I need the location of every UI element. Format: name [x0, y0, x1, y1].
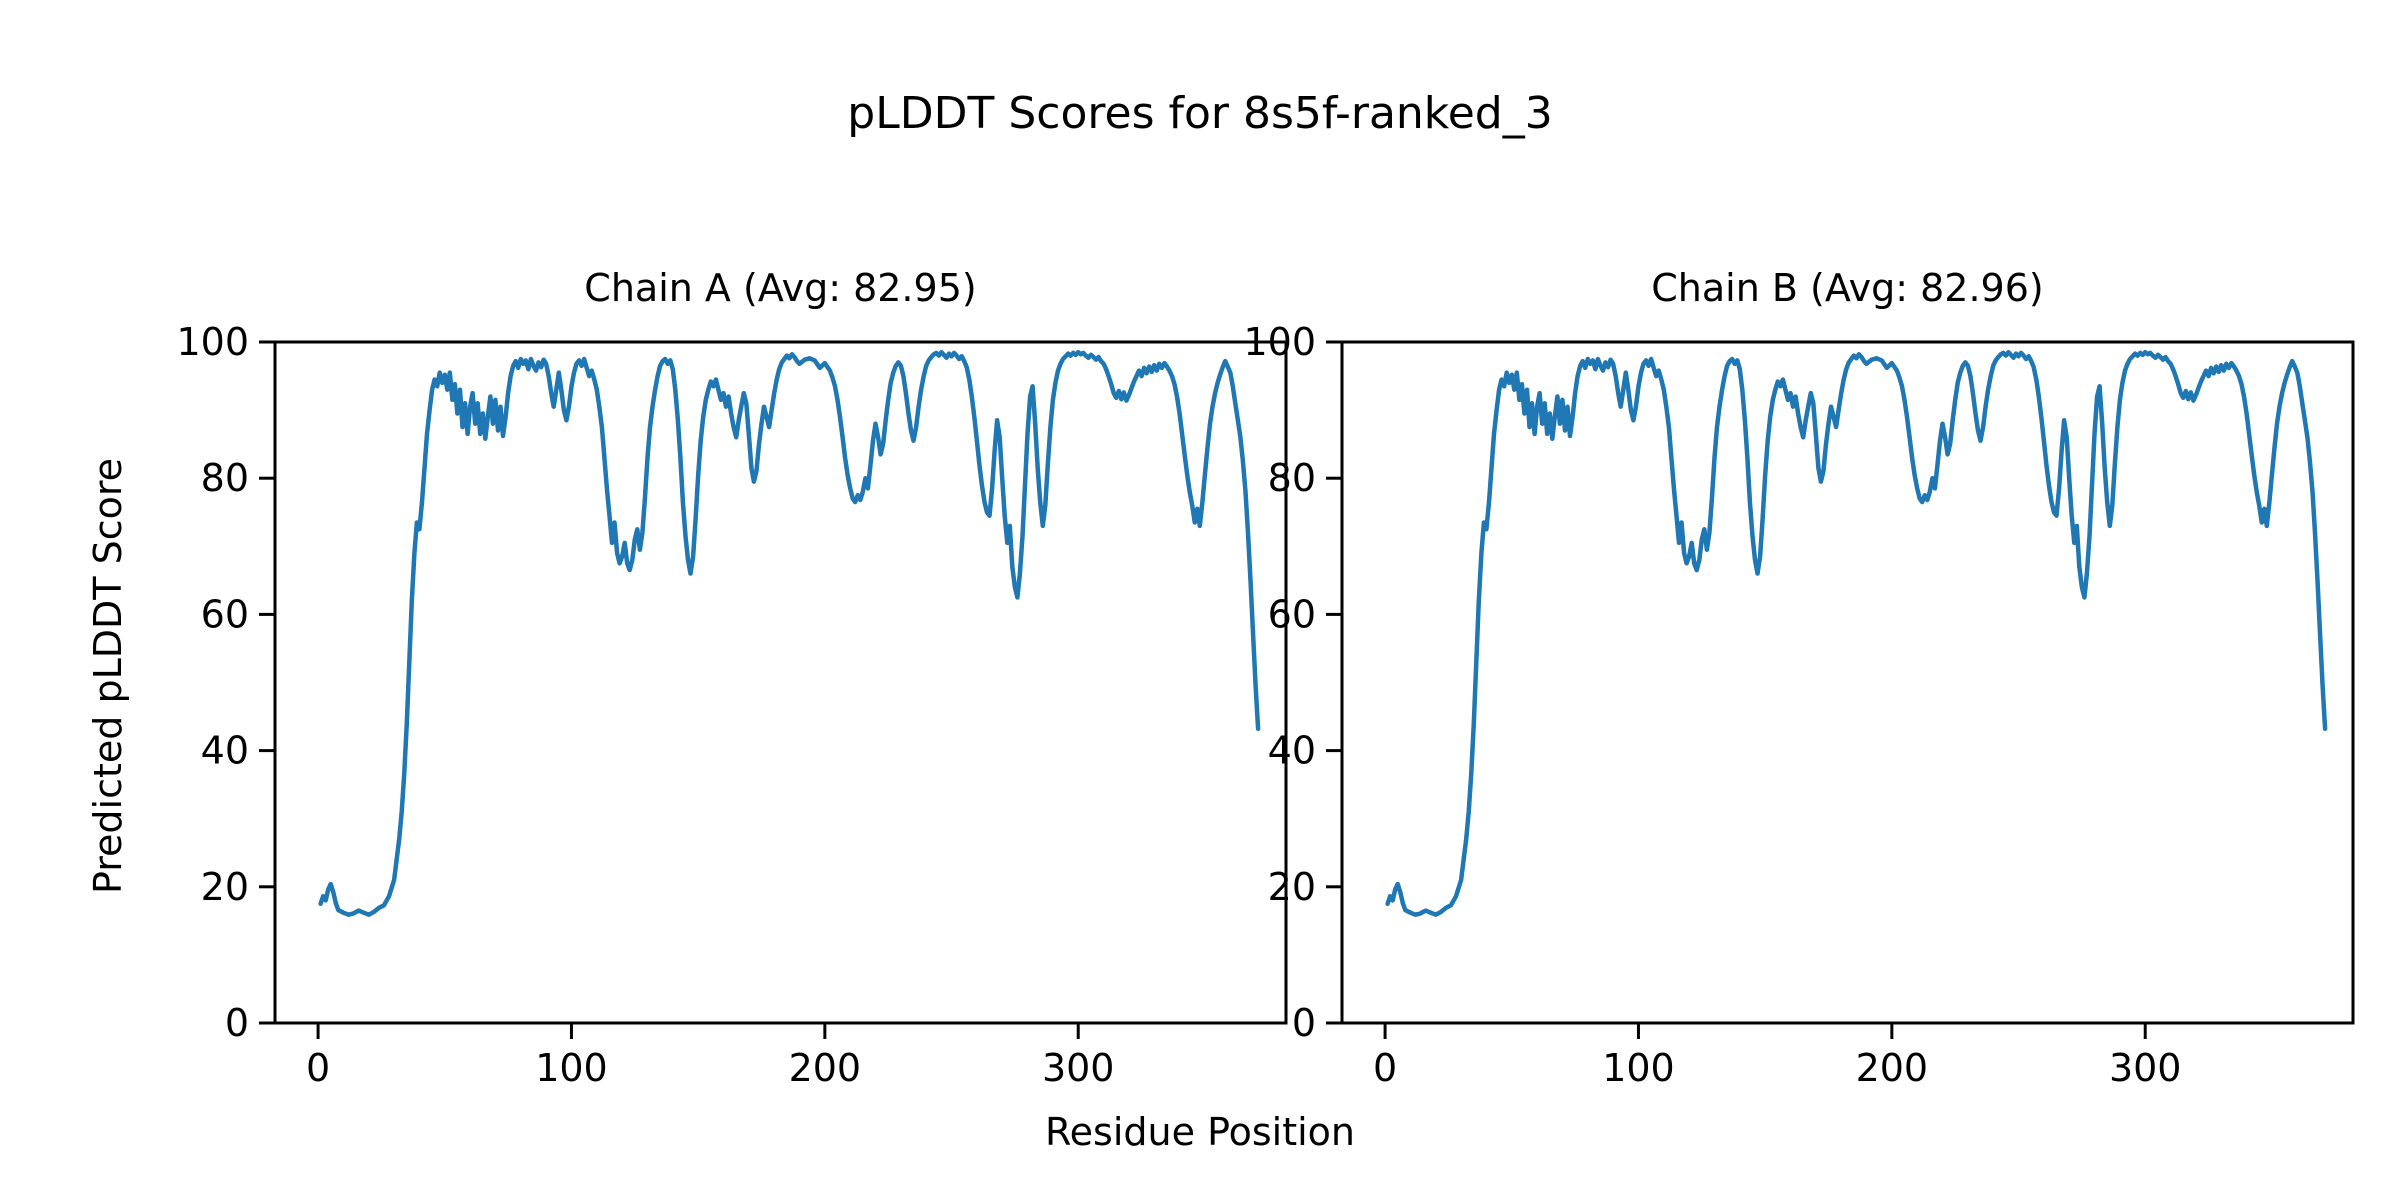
y-tick-label: 100 — [176, 320, 249, 364]
y-tick-label: 80 — [201, 456, 249, 500]
x-tick-label: 0 — [306, 1046, 330, 1090]
chain-b-plot-title: Chain B (Avg: 82.96) — [1651, 266, 2044, 310]
plddt-line-chain-b — [1385, 349, 2328, 917]
axes-panel-chain-a: 0 100 200 300 0 20 40 60 80 100 — [176, 320, 1288, 1090]
y-tick-label: 60 — [1268, 592, 1316, 636]
figure-title: pLDDT Scores for 8s5f-ranked_3 — [847, 88, 1553, 139]
axes-spines — [273, 340, 1288, 1025]
y-tick-label: 0 — [1292, 1001, 1316, 1045]
x-tick-label: 200 — [789, 1046, 862, 1090]
plddt-line-chain-a — [318, 349, 1261, 917]
axes-panel-chain-b: 0 100 200 300 0 20 40 60 80 100 — [1243, 320, 2355, 1090]
y-tick-label: 20 — [201, 865, 249, 909]
y-tick-label: 100 — [1243, 320, 1316, 364]
x-tick-label: 100 — [535, 1046, 608, 1090]
x-tick-label: 300 — [2109, 1046, 2182, 1090]
x-tick-label: 0 — [1373, 1046, 1397, 1090]
y-tick-label: 20 — [1268, 865, 1316, 909]
x-tick-label: 200 — [1856, 1046, 1929, 1090]
x-tick-label: 100 — [1602, 1046, 1675, 1090]
x-tick-label: 300 — [1042, 1046, 1115, 1090]
axes-spines — [1340, 340, 2355, 1025]
y-tick-label: 40 — [201, 729, 249, 773]
y-tick-label: 0 — [225, 1001, 249, 1045]
chain-a-plot-title: Chain A (Avg: 82.95) — [584, 266, 977, 310]
y-tick-label: 60 — [201, 592, 249, 636]
y-tick-label: 40 — [1268, 729, 1316, 773]
y-axis-label: Predicted pLDDT Score — [86, 458, 130, 894]
x-axis-label: Residue Position — [1044, 1110, 1356, 1154]
y-tick-label: 80 — [1268, 456, 1316, 500]
